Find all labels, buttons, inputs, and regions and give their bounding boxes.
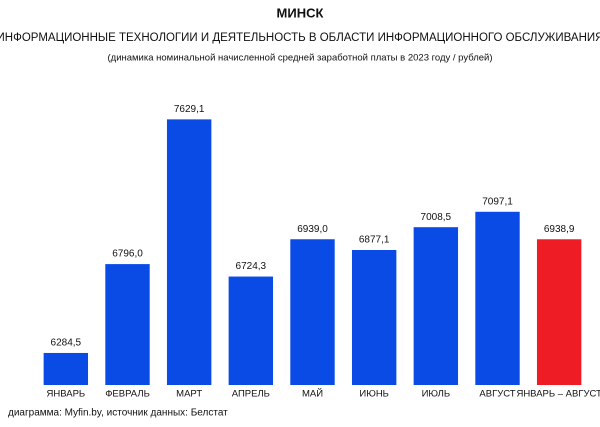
bar [105, 264, 150, 385]
x-tick-label: МАЙ [302, 388, 323, 400]
x-tick-label: ФЕВРАЛЬ [105, 389, 150, 400]
chart-note: (динамика номинальной начисленной средне… [107, 53, 492, 64]
value-label: 7629,1 [174, 104, 205, 115]
value-label: 6938,9 [544, 224, 575, 235]
bar [413, 227, 459, 385]
bar [475, 211, 520, 385]
x-tick-label: АВГУСТ [479, 389, 515, 400]
value-label: 6877,1 [359, 235, 390, 246]
x-tick-label: ИЮЛЬ [422, 389, 450, 400]
chart-subtitle: ИНФОРМАЦИОННЫЕ ТЕХНОЛОГИИ И ДЕЯТЕЛЬНОСТЬ… [0, 32, 600, 44]
chart-title: МИНСК [277, 5, 324, 20]
value-label: 6724,3 [236, 261, 267, 272]
value-label: 7097,1 [482, 196, 513, 207]
bar [166, 119, 212, 386]
value-label: 7008,5 [421, 212, 452, 223]
bar [351, 250, 397, 385]
value-label: 6939,0 [297, 224, 328, 235]
bar [228, 276, 274, 385]
bar [290, 239, 335, 385]
bar [43, 352, 89, 385]
x-tick-label: ИЮНЬ [359, 389, 389, 400]
x-tick-label: МАРТ [176, 389, 202, 400]
source: диаграмма: Myfin.by, источник данных: Бе… [8, 408, 228, 419]
bar [536, 239, 582, 385]
x-tick-label: АПРЕЛЬ [232, 389, 270, 400]
value-label: 6284,5 [51, 338, 82, 349]
x-tick-label: ЯНВАРЬ [47, 389, 86, 400]
value-label: 6796,0 [112, 249, 143, 260]
x-tick-label: ЯНВАРЬ – АВГУСТ [516, 389, 600, 400]
